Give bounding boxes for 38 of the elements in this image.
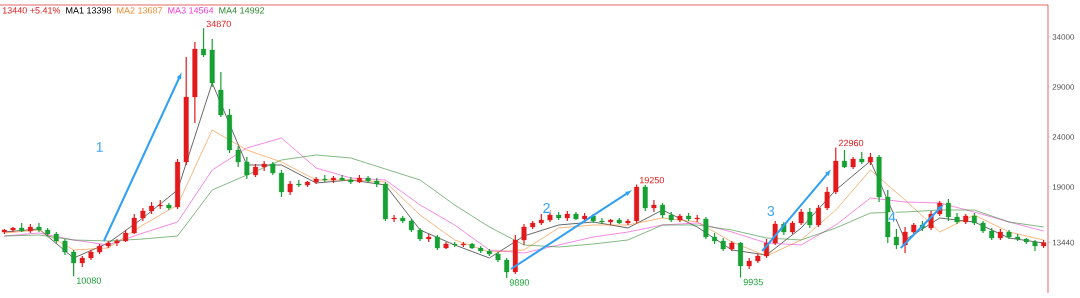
annotation: 9890: [509, 279, 530, 286]
candlestick: [71, 249, 77, 277]
candlestick: [651, 199, 657, 213]
candlestick: [893, 228, 899, 250]
annotation: 9935: [743, 278, 763, 286]
y-tick-label: 24000: [1052, 134, 1075, 140]
candlestick: [244, 156, 250, 180]
y-tick-label: 13440: [1052, 239, 1075, 246]
y-tick-label: 34000: [1052, 34, 1075, 40]
candlestick: [642, 184, 648, 212]
annotation: 3: [767, 206, 775, 216]
text: MA2 13687: [117, 7, 163, 14]
annotation: 22960: [838, 139, 864, 147]
candlestick: [703, 216, 709, 240]
candlestick: [504, 257, 510, 279]
candlestick: [815, 204, 821, 228]
candlestick: [945, 198, 951, 222]
annotation: 10080: [77, 277, 101, 284]
text: MA1 13398: [66, 7, 112, 14]
text: MA4 14992: [219, 7, 265, 14]
line-series: [4, 154, 1044, 248]
annotation: 4: [888, 212, 896, 222]
y-tick-label: 19000: [1052, 184, 1075, 190]
candlestick: [201, 27, 207, 58]
candlestick: [279, 169, 284, 198]
y-tick-label: 29000: [1052, 84, 1075, 90]
candlestick: [391, 214, 397, 223]
text: MA3 14564: [168, 7, 214, 14]
annotation: 1: [96, 142, 103, 152]
annotation: 2: [543, 203, 550, 213]
annotation: 19250: [639, 176, 664, 184]
candlestick: [235, 145, 241, 168]
candlestick: [738, 241, 744, 279]
candlestick: [807, 207, 813, 229]
candlestick: [521, 223, 527, 246]
annotation: 34870: [206, 20, 231, 28]
candlestick: [824, 186, 830, 211]
chart-title: 13440 +5.41%: [2, 7, 61, 14]
